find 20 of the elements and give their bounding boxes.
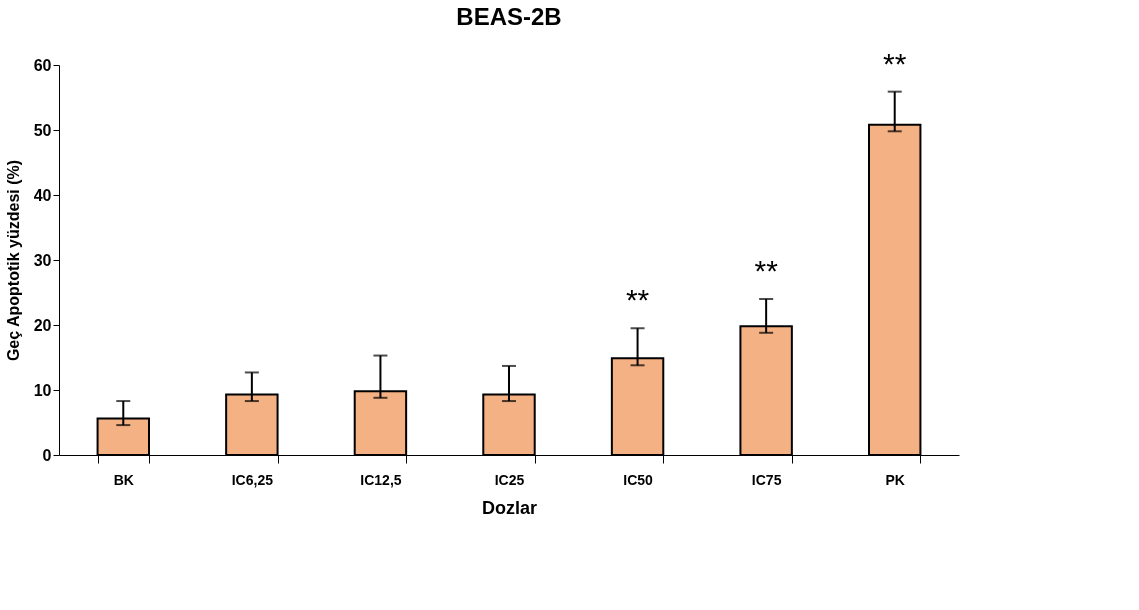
y-tick-label: 0 <box>42 446 52 464</box>
y-tick-label: 30 <box>33 251 52 269</box>
x-tick-label: PK <box>885 471 905 488</box>
annotation: ** <box>883 46 907 80</box>
annotation: ** <box>754 254 779 287</box>
x-tick-label: IC6,25 <box>231 471 274 488</box>
y-axis-title: Geç Apoptotik yüzdesi (%) <box>4 159 22 362</box>
x-tick-label: BK <box>113 471 134 488</box>
y-tick-label: 20 <box>33 316 52 334</box>
x-tick-label: IC75 <box>751 471 782 488</box>
y-tick-label: 50 <box>33 121 52 139</box>
x-tick-label: IC12,5 <box>360 471 402 488</box>
annotation: ** <box>625 283 650 317</box>
y-tick-label: 10 <box>33 381 52 399</box>
chart-title: BEAS-2B <box>456 2 562 30</box>
y-tick-label: 40 <box>33 186 52 204</box>
x-tick-label: IC25 <box>494 471 525 488</box>
x-tick-label: IC50 <box>623 471 654 488</box>
y-tick-label: 60 <box>33 56 52 74</box>
x-axis-title: Dozlar <box>481 497 538 518</box>
